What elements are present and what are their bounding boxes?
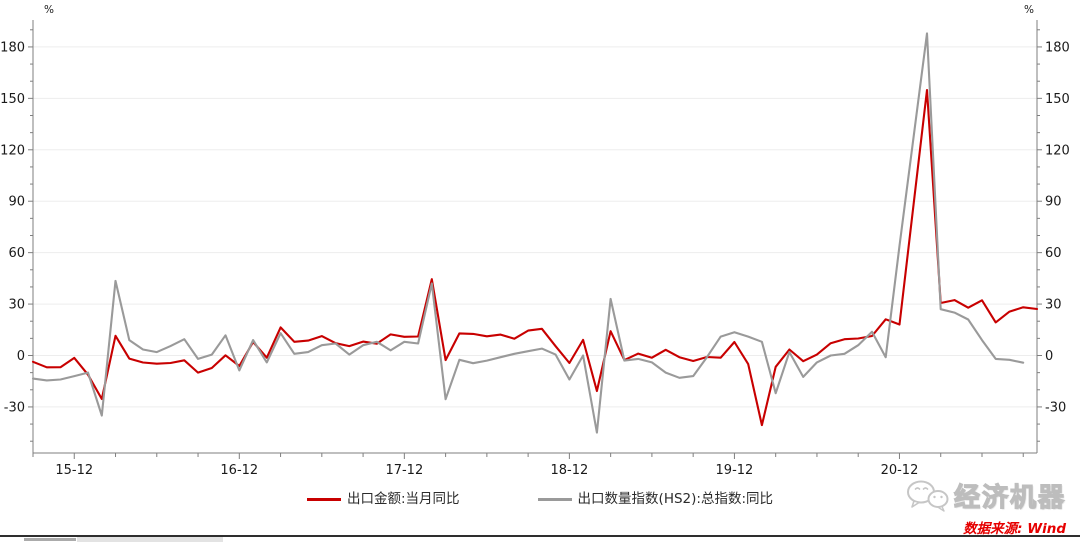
bottom-strip-dark — [24, 538, 76, 541]
axis-unit-left: % — [44, 4, 54, 16]
brand-name: 经济机器 — [953, 482, 1066, 513]
x-axis-tick-label: 16-12 — [220, 463, 258, 478]
y-axis-right-tick-label: -30 — [1045, 400, 1066, 415]
legend-label-export-quantity-index: 出口数量指数(HS2):总指数:同比 — [577, 491, 773, 507]
y-axis-left-tick-label: 180 — [0, 40, 25, 55]
y-axis-left-tick-label: 0 — [17, 349, 25, 364]
legend-line-gray-icon — [537, 498, 572, 502]
y-axis-right-tick-label: 30 — [1045, 298, 1062, 313]
x-axis-tick-label: 18-12 — [550, 463, 588, 478]
legend-item-export-quantity-index: 出口数量指数(HS2):总指数:同比 — [537, 491, 773, 507]
y-axis-left-tick-label: 60 — [8, 246, 25, 261]
series-line-export-quantity-index — [31, 32, 1025, 434]
x-axis-tick-label: 15-12 — [55, 463, 93, 478]
series-line-export-value — [31, 88, 1039, 427]
legend-line-red-icon — [306, 498, 341, 502]
y-axis-right-tick-label: 60 — [1045, 246, 1062, 261]
y-axis-right-tick-label: 0 — [1045, 349, 1053, 364]
bottom-strip-light — [77, 537, 223, 542]
brand-watermark: 经济机器 — [905, 477, 1066, 514]
y-axis-left-tick-label: -30 — [4, 400, 25, 415]
y-axis-right-tick-label: 150 — [1045, 92, 1070, 107]
chart-canvas: -30 -30 0 0 30 30 60 60 90 90 120 120 150 150 180 180 15… — [0, 4, 1070, 478]
legend-label-export-value: 出口金额:当月同比 — [346, 491, 460, 507]
y-axis-right-tick-label: 90 — [1045, 195, 1062, 210]
legend-item-export-value: 出口金额:当月同比 — [306, 491, 460, 507]
wechat-icon — [906, 480, 949, 512]
y-axis-left-tick-label: 150 — [0, 92, 25, 107]
x-axis-tick-label: 20-12 — [881, 463, 919, 478]
y-axis-left-tick-label: 120 — [0, 143, 25, 158]
bottom-divider — [0, 535, 1080, 537]
axis-unit-right: % — [1024, 4, 1034, 16]
chart-legend: 出口金额:当月同比 出口数量指数(HS2):总指数:同比 — [0, 491, 1080, 507]
x-axis-tick-label: 19-12 — [716, 463, 754, 478]
y-axis-right-tick-label: 180 — [1045, 40, 1070, 55]
y-axis-left-tick-label: 90 — [8, 195, 25, 210]
chart-area: -30 -30 0 0 30 30 60 60 90 90 120 120 150 150 180 180 15… — [0, 4, 1070, 478]
x-axis-tick-label: 17-12 — [385, 463, 423, 478]
y-axis-right-tick-label: 120 — [1045, 143, 1070, 158]
y-axis-left-tick-label: 30 — [8, 298, 25, 313]
data-source-label: 数据来源: Wind — [963, 521, 1066, 537]
